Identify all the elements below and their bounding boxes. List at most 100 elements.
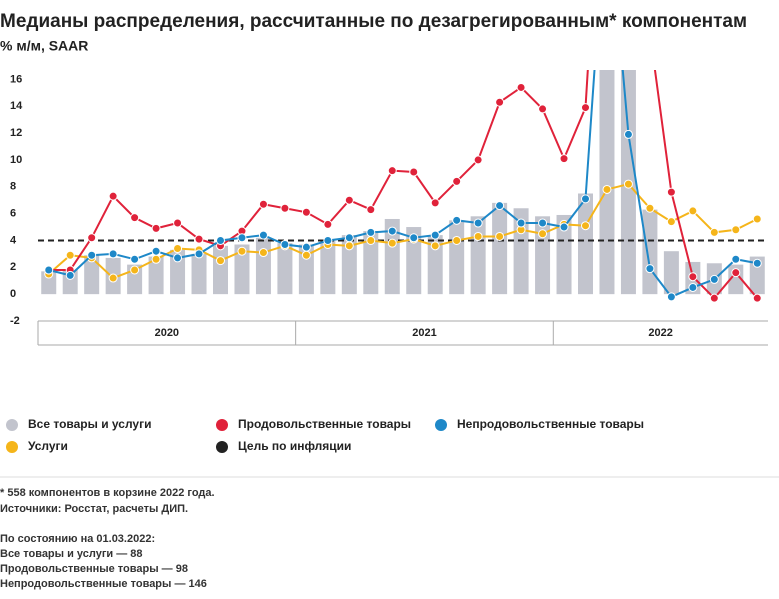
series-point	[151, 246, 161, 256]
footnote: По состоянию на 01.03.2022:	[0, 533, 155, 545]
series-point	[688, 272, 698, 282]
series-point	[301, 242, 311, 252]
series-line	[48, 70, 758, 299]
series-point	[516, 218, 526, 228]
series-point	[258, 248, 268, 258]
series-point	[108, 273, 118, 283]
series-point	[130, 213, 140, 223]
series-point	[366, 205, 376, 215]
series-point	[452, 235, 462, 245]
series-point	[44, 265, 54, 275]
series-point	[173, 244, 183, 254]
series-point	[538, 229, 548, 239]
bar	[234, 244, 250, 295]
series-point	[173, 253, 183, 263]
y-tick-label: 4	[10, 234, 17, 246]
series-point	[194, 249, 204, 259]
series-point	[709, 227, 719, 237]
series-point	[731, 268, 741, 278]
bar	[363, 231, 379, 295]
series-point	[173, 218, 183, 228]
series-point	[216, 235, 225, 245]
series-point	[237, 233, 247, 243]
bar	[599, 70, 615, 295]
series-point	[666, 187, 676, 197]
bar	[84, 255, 100, 295]
series-point	[216, 256, 225, 266]
bar	[470, 216, 486, 295]
series-line	[48, 70, 759, 300]
series-point	[602, 184, 612, 194]
bar	[170, 249, 186, 295]
bar	[255, 237, 271, 295]
series-point	[65, 250, 75, 260]
series-point	[731, 225, 741, 235]
series-point	[409, 233, 419, 243]
legend-label: Цель по инфляции	[238, 439, 351, 453]
series-point	[709, 293, 719, 303]
series-point	[430, 241, 440, 251]
series-point	[752, 258, 762, 268]
series-point	[645, 264, 655, 274]
series-point	[194, 234, 204, 244]
bar	[578, 193, 593, 295]
series-point	[666, 217, 676, 227]
series-point	[581, 194, 590, 204]
legend-marker	[216, 441, 228, 453]
y-tick-label: 14	[10, 100, 23, 112]
series-point	[366, 227, 376, 237]
series-point	[473, 231, 483, 241]
series-point	[473, 155, 483, 165]
legend-label: Услуги	[28, 439, 68, 453]
series-point	[280, 239, 290, 249]
series-point	[752, 293, 762, 303]
series-point	[473, 218, 483, 228]
series-point	[538, 104, 548, 114]
bar	[213, 245, 228, 295]
bar	[449, 220, 465, 295]
x-group-label: 2021	[412, 327, 436, 339]
bar	[320, 240, 336, 295]
series-point	[495, 231, 505, 241]
series-point	[87, 250, 97, 260]
series-point	[237, 246, 247, 256]
series-point	[688, 282, 698, 292]
bar	[535, 216, 551, 295]
series-point	[752, 214, 762, 224]
plot-area	[38, 70, 768, 303]
footnote: * 558 компонентов в корзине 2022 года.	[0, 487, 215, 499]
series-point	[366, 235, 376, 245]
y-tick-label: 0	[10, 288, 16, 300]
chart-title: Медианы распределения, рассчитанные по д…	[0, 11, 747, 32]
series-point	[559, 222, 569, 232]
series-point	[151, 223, 161, 233]
legend-label: Продовольственные товары	[238, 417, 411, 431]
footnote: Все товары и услуги — 88	[0, 548, 143, 560]
series-point	[387, 226, 397, 236]
series-point	[581, 221, 590, 231]
series-point	[559, 154, 569, 164]
bar	[406, 227, 422, 295]
chart-subtitle: % м/м, SAAR	[0, 38, 88, 54]
series-point	[430, 198, 440, 208]
series-point	[344, 195, 354, 205]
y-tick-label: -2	[10, 315, 20, 327]
series-point	[258, 199, 268, 209]
y-tick-label: 8	[10, 181, 16, 193]
series-point	[258, 230, 268, 240]
series-point	[151, 254, 161, 264]
series-point	[709, 274, 719, 284]
series-point	[623, 179, 633, 189]
series-point	[387, 166, 397, 176]
y-tick-label: 10	[10, 154, 22, 166]
series-point	[688, 206, 698, 216]
series-point	[666, 292, 676, 302]
bar	[341, 235, 357, 295]
x-group-label: 2020	[155, 327, 179, 339]
footnote: Непродовольственные товары — 146	[0, 578, 207, 590]
series-point	[130, 265, 140, 275]
series-point	[301, 207, 311, 217]
legend-marker	[435, 419, 447, 431]
legend-marker	[6, 441, 18, 453]
y-tick-label: 12	[10, 127, 22, 139]
